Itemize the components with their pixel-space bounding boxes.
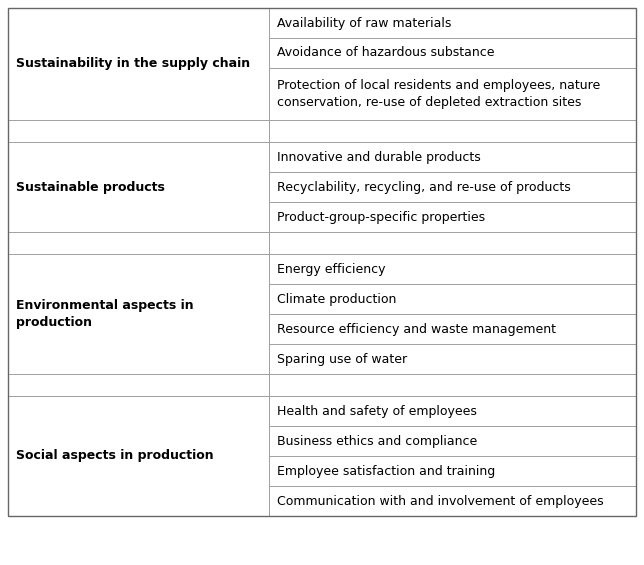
Text: Communication with and involvement of employees: Communication with and involvement of em… [277, 494, 603, 507]
Bar [269, 486, 636, 516]
Text: Innovative and durable products: Innovative and durable products [277, 150, 480, 163]
Bar [8, 8, 269, 120]
Bar [8, 120, 269, 142]
Text: Product-group-specific properties: Product-group-specific properties [277, 211, 485, 224]
Text: Recyclability, recycling, and re-use of products: Recyclability, recycling, and re-use of … [277, 180, 571, 193]
Text: Environmental aspects in
production: Environmental aspects in production [16, 299, 194, 329]
Bar [269, 344, 636, 374]
Bar [269, 172, 636, 202]
Bar [8, 142, 269, 232]
Text: Business ethics and compliance: Business ethics and compliance [277, 434, 477, 447]
Text: Social aspects in production: Social aspects in production [16, 450, 214, 463]
Bar [8, 374, 269, 396]
Bar [269, 120, 636, 142]
Bar [269, 232, 636, 254]
Text: Protection of local residents and employees, nature
conservation, re-use of depl: Protection of local residents and employ… [277, 79, 600, 108]
Text: Sparing use of water: Sparing use of water [277, 353, 407, 366]
Text: Energy efficiency: Energy efficiency [277, 263, 385, 276]
Text: Employee satisfaction and training: Employee satisfaction and training [277, 464, 495, 477]
Bar [269, 142, 636, 172]
Bar [269, 202, 636, 232]
Bar [269, 254, 636, 284]
Bar [269, 374, 636, 396]
Text: Sustainability in the supply chain: Sustainability in the supply chain [16, 58, 250, 71]
Text: Climate production: Climate production [277, 293, 396, 306]
Text: Availability of raw materials: Availability of raw materials [277, 16, 451, 29]
Bar [8, 8, 636, 516]
Bar [269, 456, 636, 486]
Bar [8, 254, 269, 374]
Bar [269, 68, 636, 120]
Bar [8, 396, 269, 516]
Text: Resource efficiency and waste management: Resource efficiency and waste management [277, 323, 556, 336]
Bar [269, 284, 636, 314]
Bar [269, 426, 636, 456]
Text: Avoidance of hazardous substance: Avoidance of hazardous substance [277, 46, 494, 59]
Bar [8, 232, 269, 254]
Bar [269, 38, 636, 68]
Bar [269, 314, 636, 344]
Bar [269, 8, 636, 38]
Bar [269, 396, 636, 426]
Text: Health and safety of employees: Health and safety of employees [277, 405, 477, 418]
Text: Sustainable products: Sustainable products [16, 180, 165, 193]
